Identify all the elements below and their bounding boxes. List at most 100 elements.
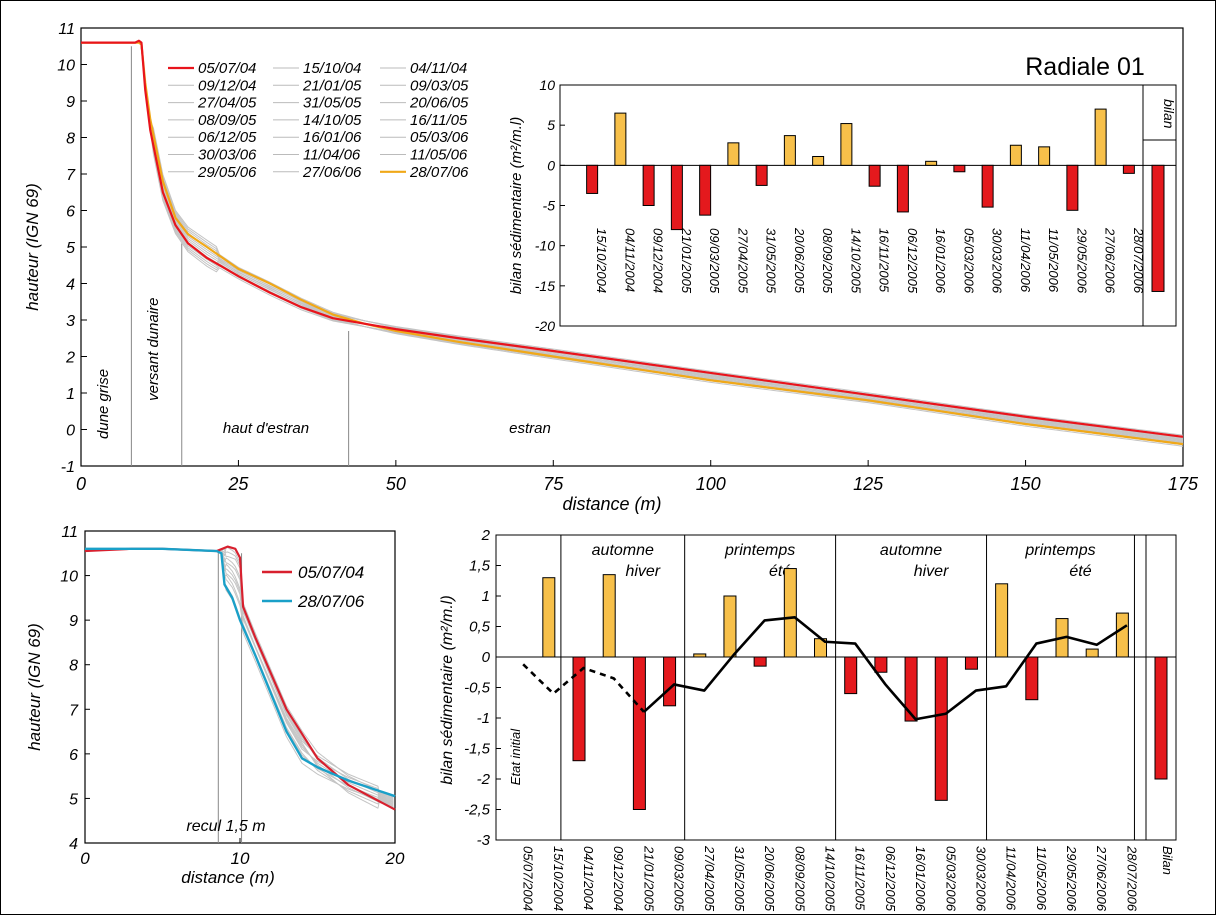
inset-bar [1038, 146, 1051, 166]
inset-bar [1066, 164, 1079, 211]
inset-category-label: 06/12/2005 [905, 228, 920, 294]
inset-category-label: 28/07/2006 [1131, 227, 1146, 294]
legend-entry: 20/06/05 [409, 95, 469, 112]
inset-bar [953, 164, 966, 173]
season-label: automne hiver [592, 542, 661, 580]
zone-label-dune-grise: dune grise [95, 369, 112, 439]
bottom-category-label: 05/07/2004 [521, 846, 536, 911]
intermediate-profile-line [81, 41, 1184, 441]
bottom-bar [602, 574, 616, 658]
main-ylabel: hauteur (IGN 69) [23, 183, 42, 311]
zoom-ytick-label: 7 [69, 702, 79, 719]
bottom-category-label: 30/03/2006 [973, 846, 988, 912]
inset-category-label: 16/01/2006 [933, 228, 948, 294]
legend-entry: 30/03/06 [198, 147, 257, 164]
bottom-category-label: 15/10/2004 [551, 846, 566, 911]
inset-ytick-label: -10 [535, 238, 555, 254]
bottom-category-label: 11/04/2006 [1004, 846, 1019, 911]
main-xtick-label: 50 [386, 474, 406, 494]
inset-chart: 10 5 0 -5 -10 -15 -20 bilan sédimentaire (m²/m.… [508, 77, 1177, 334]
bottom-bar [934, 656, 948, 801]
bottom-ytick-label: -2 [477, 771, 491, 788]
main-ytick-label: 1 [66, 386, 75, 403]
inset-ytick-label: 5 [547, 117, 555, 133]
main-ytick-label: 2 [65, 350, 75, 367]
main-ytick-label: 9 [66, 94, 75, 111]
legend-entry: 11/05/06 [410, 147, 468, 164]
bottom-ytick-label: -0,5 [464, 680, 491, 697]
main-xtick-label: 125 [853, 474, 884, 494]
zoom-ytick-label: 9 [69, 613, 78, 630]
inset-category-label: 05/03/2006 [961, 228, 976, 294]
recul-annotation: recul 1,5 m [186, 818, 265, 835]
bottom-ytick-label: 1,5 [469, 558, 491, 575]
intermediate-profile-line [81, 41, 1184, 447]
legend-entry: 09/12/04 [198, 77, 256, 94]
bottom-bar [874, 656, 888, 673]
profile-line-05-07-04 [81, 39, 1184, 438]
main-ytick-label: 6 [66, 204, 75, 221]
inset-ytick-label: -15 [535, 278, 555, 294]
inset-category-label: 04/11/2004 [622, 228, 637, 292]
bottom-bar [542, 577, 556, 658]
zoom-ytick-label: 11 [61, 524, 78, 541]
legend-entry: 21/01/05 [302, 77, 362, 94]
bottom-bar [693, 653, 707, 658]
legend-entry: 04/11/04 [410, 60, 467, 77]
legend-entry: 06/12/05 [198, 129, 257, 146]
inset-bilan-bar [1151, 164, 1165, 292]
bottom-ytick-label: -3 [477, 832, 491, 849]
zoom-ytick-label: 8 [69, 658, 78, 675]
inset-bilan-label: bilan [1161, 99, 1177, 129]
season-label: printemps été [1024, 542, 1095, 580]
bottom-bar [663, 656, 677, 707]
zoom-legend-entry: 28/07/06 [297, 592, 365, 611]
legend-entry: 08/09/05 [198, 112, 257, 129]
inset-category-label: 31/05/2005 [764, 228, 779, 294]
bottom-bar [1025, 656, 1039, 701]
main-ytick-label: 10 [57, 58, 75, 75]
zone-label-estran: estran [509, 420, 551, 437]
legend-entry: 29/05/06 [197, 164, 257, 181]
bottom-category-label: 27/06/2006 [1094, 845, 1109, 912]
main-ytick-label: -1 [61, 459, 75, 476]
bottom-bar [1115, 612, 1129, 658]
main-xtick-label: 150 [1011, 474, 1041, 494]
inset-category-label: 30/03/2006 [990, 228, 1005, 294]
bottom-bar [964, 656, 978, 670]
inset-category-label: 11/05/2006 [1046, 228, 1061, 293]
inset-category-label: 20/06/2005 [792, 227, 807, 294]
bottom-category-label: 06/12/2005 [883, 846, 898, 912]
inset-bar [896, 164, 909, 213]
bottom-ytick-label: 1 [482, 588, 490, 605]
zone-label-versant-dunaire: versant dunaire [145, 297, 162, 400]
bottom-category-label: 09/12/2004 [611, 846, 626, 911]
zoom-xtick-label: 20 [385, 849, 405, 868]
cumulative-line [643, 616, 1128, 721]
zoom-xtick-label: 0 [80, 849, 90, 868]
bottom-category-label: 20/06/2005 [762, 845, 777, 912]
bottom-category-label: 29/05/2006 [1064, 845, 1079, 912]
season-label-line: automne [880, 542, 942, 559]
initial-state-label: Etat initial [508, 728, 523, 785]
legend-entry: 05/03/06 [410, 129, 469, 146]
zoom-legend-entry: 05/07/04 [298, 563, 364, 582]
season-label-line: hiver [914, 563, 949, 580]
inset-bar [783, 135, 796, 166]
bottom-bar [572, 656, 586, 762]
bottom-category-label: 11/05/2006 [1034, 846, 1049, 911]
inset-bar [699, 164, 712, 216]
main-xlabel: distance (m) [562, 494, 661, 514]
zoom-xtick-label: 10 [231, 849, 250, 868]
inset-bar [1094, 108, 1107, 166]
bottom-category-label: 27/04/2005 [702, 845, 717, 912]
main-ytick-label: 0 [66, 423, 75, 440]
bottom-category-label: 14/10/2005 [823, 846, 838, 912]
main-xtick-label: 0 [76, 474, 86, 494]
inset-bar [586, 164, 599, 194]
legend-entry: 16/11/05 [410, 112, 468, 129]
intermediate-profile-line [81, 41, 1184, 443]
season-label-line: printemps [724, 542, 795, 559]
bottom-bar [1085, 648, 1099, 658]
